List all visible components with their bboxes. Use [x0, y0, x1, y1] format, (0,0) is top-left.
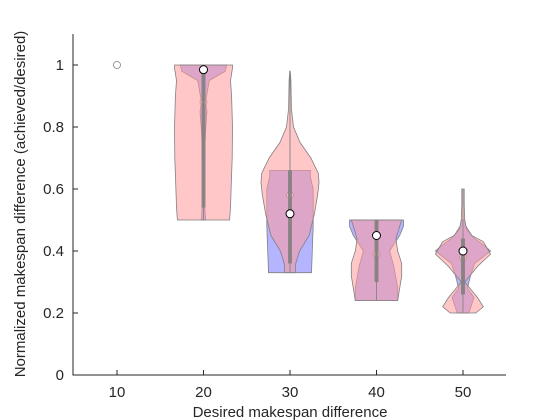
y-tick-label: 0 [56, 367, 64, 384]
median-marker-40-s1 [372, 231, 381, 240]
x-tick-label: 50 [455, 384, 472, 401]
median-marker-30-s1 [285, 209, 295, 219]
iqr-box-40-s1 [374, 220, 379, 282]
x-axis-ticks: 10 20 30 40 50 [109, 370, 472, 401]
iqr-box-20-s1 [201, 68, 206, 208]
median-marker-20-s1 [199, 65, 208, 75]
x-axis-label: Desired makespan difference [193, 404, 388, 420]
y-axis-ticks: 0 0.2 0.4 0.6 0.8 1 [43, 57, 78, 384]
x-tick-label: 10 [109, 384, 126, 401]
x-tick-label: 30 [282, 384, 299, 401]
median-marker-50-s1 [458, 246, 468, 256]
x-tick-label: 40 [368, 384, 385, 401]
iqr-box-50-s1 [461, 238, 465, 295]
y-tick-label: 0.6 [43, 181, 64, 198]
x-tick-label: 20 [195, 384, 212, 401]
y-tick-label: 0.2 [43, 305, 64, 322]
y-tick-label: 0.4 [43, 243, 64, 260]
median-markers [199, 65, 468, 256]
violins [113, 61, 492, 314]
median-marker-10-s2 [113, 61, 121, 69]
y-tick-label: 0.8 [43, 119, 64, 136]
y-tick-label: 1 [56, 57, 64, 74]
y-axis-label: Normalized makespan difference (achieved… [12, 31, 29, 378]
